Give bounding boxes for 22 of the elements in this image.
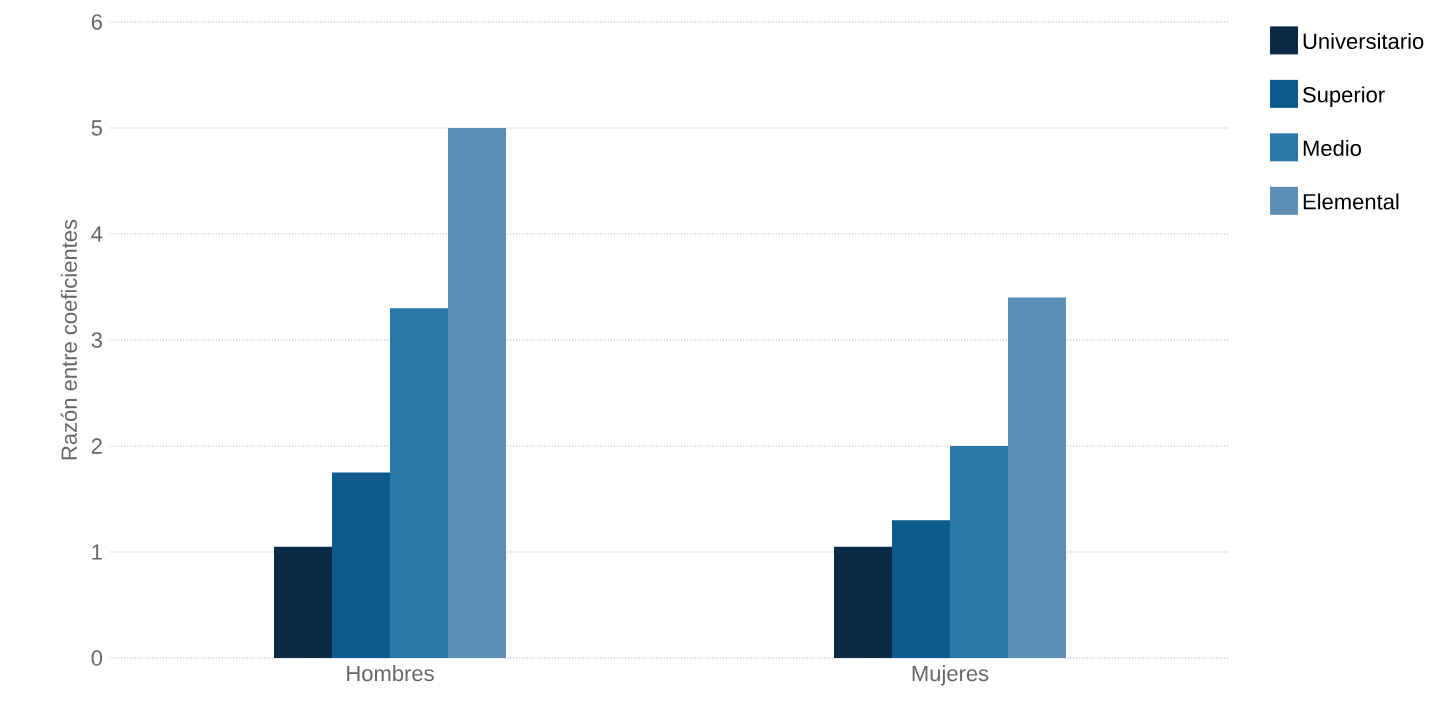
y-tick-label: 6 xyxy=(91,14,102,30)
bar xyxy=(950,446,1009,658)
legend-label: Medio xyxy=(1303,139,1361,157)
y-tick-label: 5 xyxy=(91,120,102,136)
legend-label: Elemental xyxy=(1303,193,1399,210)
bar xyxy=(892,520,951,658)
y-tick-label: 2 xyxy=(91,438,102,454)
legend-label: Universitario xyxy=(1303,32,1424,50)
bar xyxy=(332,472,391,658)
x-tick-label: Hombres xyxy=(347,665,434,682)
y-tick-label: 0 xyxy=(91,650,103,666)
y-tick-label: 4 xyxy=(91,226,103,242)
y-tick-label: 3 xyxy=(91,332,102,348)
legend-label: Superior xyxy=(1303,86,1385,107)
bar xyxy=(834,546,893,658)
y-tick-label: 1 xyxy=(92,544,102,560)
bar xyxy=(390,308,449,658)
bar xyxy=(274,546,333,658)
y-axis-title: Razón entre coeficientes xyxy=(60,219,77,460)
bar xyxy=(448,127,507,658)
x-tick-label: Mujeres xyxy=(912,665,989,686)
bar xyxy=(1008,297,1067,658)
